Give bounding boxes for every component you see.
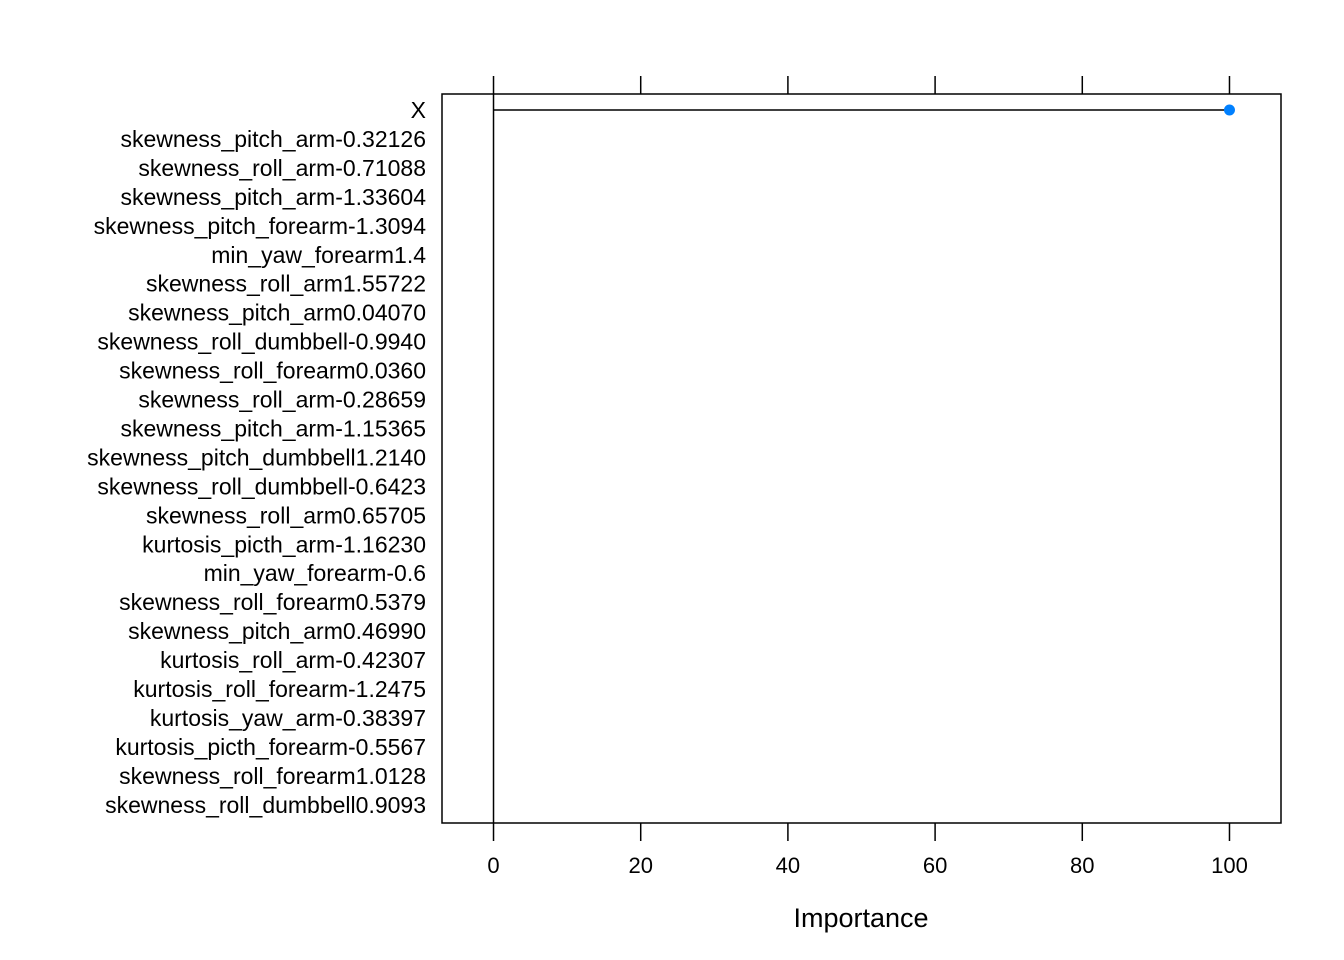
category-label: kurtosis_roll_arm-0.42307 — [160, 647, 426, 673]
category-label: skewness_pitch_arm-1.33604 — [120, 184, 426, 210]
category-label: min_yaw_forearm1.4 — [211, 242, 426, 268]
category-label: skewness_roll_arm-0.71088 — [138, 155, 426, 181]
category-label: skewness_roll_forearm0.5379 — [119, 589, 426, 615]
category-label: skewness_roll_forearm0.0360 — [119, 358, 426, 384]
plot-panel — [441, 93, 1282, 824]
category-label: kurtosis_picth_arm-1.16230 — [142, 531, 426, 557]
category-label: skewness_roll_arm1.55722 — [146, 271, 426, 297]
category-label: X — [411, 97, 426, 123]
category-label: skewness_roll_dumbbell-0.6423 — [97, 473, 426, 499]
category-label: skewness_pitch_arm-1.15365 — [120, 415, 426, 441]
category-label: skewness_roll_arm0.65705 — [146, 502, 426, 528]
category-label: skewness_roll_forearm1.0128 — [119, 763, 426, 789]
category-label: skewness_roll_arm-0.28659 — [138, 387, 426, 413]
x-tick-label: 0 — [487, 853, 499, 878]
x-axis-ticks: 0 20 40 60 80 100 — [487, 76, 1248, 878]
category-label: skewness_roll_dumbbell0.9093 — [105, 792, 426, 818]
category-label: kurtosis_yaw_arm-0.38397 — [150, 705, 426, 731]
x-tick-label: 40 — [776, 853, 800, 878]
x-tick-label: 20 — [628, 853, 652, 878]
data-marks — [493, 104, 1235, 116]
x-axis-title: Importance — [793, 903, 928, 933]
category-label: skewness_pitch_arm0.46990 — [128, 618, 426, 644]
x-tick-label: 60 — [923, 853, 947, 878]
x-tick-label: 80 — [1070, 853, 1094, 878]
category-label: skewness_pitch_arm0.04070 — [128, 300, 426, 326]
category-label: kurtosis_roll_forearm-1.2475 — [133, 676, 426, 702]
category-label: skewness_pitch_forearm-1.3094 — [94, 213, 427, 239]
category-label: kurtosis_picth_forearm-0.5567 — [115, 734, 426, 760]
x-tick-label: 100 — [1211, 853, 1248, 878]
category-label: skewness_roll_dumbbell-0.9940 — [97, 329, 426, 355]
category-label: skewness_pitch_dumbbell1.2140 — [87, 444, 426, 470]
importance-point — [1223, 104, 1235, 116]
category-label: skewness_pitch_arm-0.32126 — [120, 126, 426, 152]
category-label: min_yaw_forearm-0.6 — [204, 560, 426, 586]
